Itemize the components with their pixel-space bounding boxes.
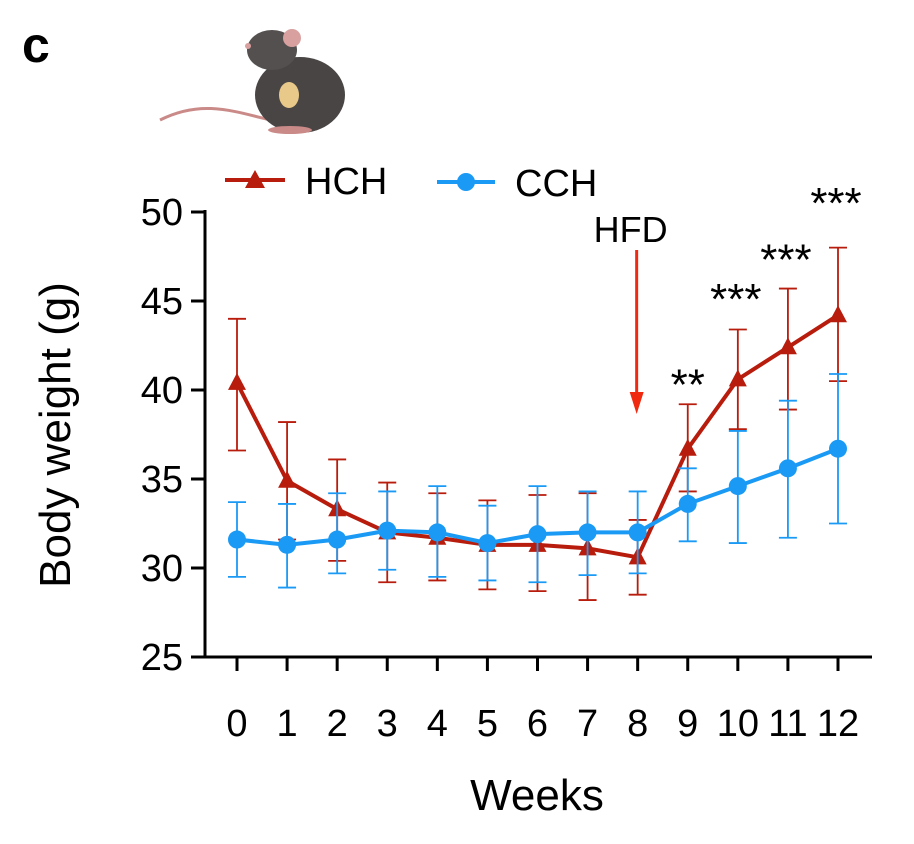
data-point — [728, 369, 747, 387]
mouse-illustration — [159, 29, 345, 134]
series-cch — [228, 373, 847, 589]
data-point — [378, 521, 397, 540]
data-point — [478, 534, 497, 553]
data-point — [778, 459, 797, 478]
significance-stars: *** — [810, 179, 861, 228]
x-tick-label: 6 — [527, 703, 548, 745]
y-tick-label: 35 — [141, 459, 183, 501]
legend-hch-label: HCH — [305, 161, 387, 203]
y-tick-label: 25 — [141, 637, 183, 679]
y-tick-label: 40 — [141, 370, 183, 412]
x-tick-label: 8 — [627, 703, 648, 745]
x-tick-label: 9 — [677, 703, 698, 745]
data-point — [728, 477, 747, 496]
legend-hch-marker — [245, 170, 265, 188]
data-point — [829, 305, 847, 323]
hfd-arrow-head — [629, 392, 644, 414]
x-tick-label: 5 — [477, 703, 498, 745]
x-tick-label: 2 — [327, 703, 348, 745]
significance-stars: *** — [760, 236, 811, 285]
x-tick-label: 4 — [427, 703, 448, 745]
data-point — [829, 439, 847, 458]
x-tick-label: 10 — [717, 703, 759, 745]
data-point — [628, 523, 647, 542]
x-tick-label: 7 — [577, 703, 598, 745]
x-axis-label: Weeks — [470, 771, 604, 820]
x-tick-label: 12 — [817, 703, 859, 745]
hfd-label: HFD — [594, 209, 668, 250]
data-point — [428, 523, 447, 542]
legend-cch-marker — [457, 173, 475, 191]
y-tick-label: 50 — [141, 192, 183, 234]
data-point — [228, 372, 246, 390]
data-point — [778, 337, 797, 355]
x-tick-label: 1 — [277, 703, 298, 745]
y-tick-label: 30 — [141, 548, 183, 590]
data-point — [678, 494, 697, 513]
significance-stars: *** — [710, 275, 761, 324]
x-tick-label: 3 — [377, 703, 398, 745]
data-point — [228, 530, 246, 549]
y-tick-label: 45 — [141, 281, 183, 323]
data-point — [678, 438, 697, 456]
data-point — [528, 525, 547, 544]
panel-label: c — [22, 17, 50, 73]
data-point — [278, 470, 297, 488]
x-tick-label: 0 — [226, 703, 247, 745]
data-point — [578, 523, 597, 542]
legend-cch-label: CCH — [515, 163, 597, 205]
y-axis-label: Body weight (g) — [31, 282, 80, 588]
legend: HCH CCH — [225, 161, 597, 205]
data-point — [278, 535, 297, 554]
x-tick-label: 11 — [768, 703, 807, 745]
data-point — [328, 530, 347, 549]
significance-stars: ** — [671, 360, 705, 409]
